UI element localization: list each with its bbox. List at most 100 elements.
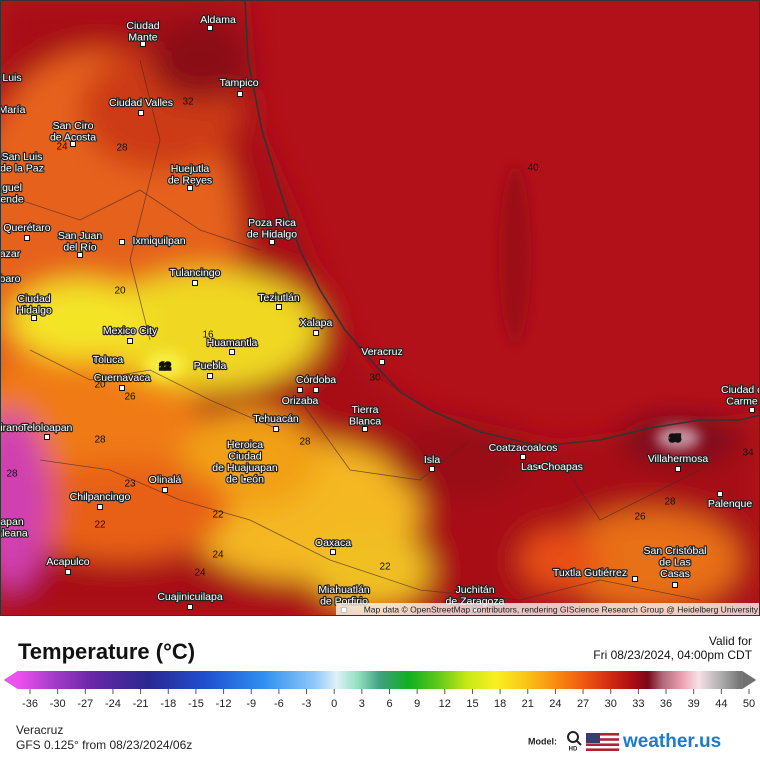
- city-label: Querétaro: [3, 222, 50, 234]
- city-label: de Reyes: [168, 174, 212, 186]
- city-label: Veracruz: [361, 346, 402, 358]
- isoline-label: 24: [56, 142, 68, 153]
- city-label: Ciudad Valles: [109, 97, 173, 109]
- city-label: de Huajuapan: [212, 462, 278, 474]
- city-marker: [237, 91, 243, 97]
- city-marker: [276, 304, 282, 310]
- city-label: Ixmiquilpan: [132, 235, 185, 247]
- colorbar-tick-label: 24: [549, 698, 561, 710]
- attribution: Map data © OpenStreetMap contributors, r…: [364, 604, 759, 614]
- city-marker: [187, 604, 193, 610]
- city-marker: [330, 549, 336, 555]
- city-label: Puebla: [194, 360, 227, 372]
- city-marker: [207, 25, 213, 31]
- isoline-label: 30: [369, 373, 381, 384]
- colorbar-tick-label: -15: [188, 698, 204, 710]
- city-marker: [70, 141, 76, 147]
- city-label: Ciudad: [17, 293, 50, 305]
- city-label: Blanca: [349, 415, 381, 427]
- city-marker: [749, 407, 755, 413]
- city-label: Tuxtla Gutiérrez: [553, 567, 627, 579]
- brand: weather.us: [622, 731, 721, 752]
- city-label: de Acosta: [50, 131, 96, 143]
- model-label: Model:: [528, 736, 557, 746]
- valid-label: Valid for: [709, 634, 752, 648]
- colorbar-tick-label: 9: [414, 698, 420, 710]
- colorbar-tick-label: 12: [439, 698, 451, 710]
- colorbar-tick-label: 0: [331, 698, 337, 710]
- colorbar-tick-label: -36: [22, 698, 38, 710]
- isoline-label: 22: [212, 510, 224, 521]
- coastline: [244, 0, 760, 447]
- city-label: Córdoba: [296, 374, 336, 386]
- isoline-label: 35: [669, 434, 681, 445]
- city-marker: [269, 239, 275, 245]
- isoline-label: 23: [124, 479, 136, 490]
- city-marker: [429, 466, 435, 472]
- city-marker: [65, 569, 71, 575]
- city-marker: [207, 373, 213, 379]
- isoline-label: 28: [6, 469, 18, 480]
- city-marker: [537, 464, 543, 470]
- isoline-label: 22: [94, 520, 106, 531]
- city-label: Aldama: [200, 14, 236, 26]
- city-label: de Las: [659, 556, 691, 568]
- city-label: Ciudad: [228, 450, 261, 462]
- city-label: de la Paz: [0, 162, 44, 174]
- city-marker: [138, 110, 144, 116]
- model-icon-handle: [576, 740, 582, 746]
- colorbar-tick-label: 36: [660, 698, 672, 710]
- city-marker: [162, 487, 168, 493]
- city-marker: [313, 387, 319, 393]
- colorbar-tick-label: -9: [246, 698, 256, 710]
- city-label: Orizaba: [282, 395, 319, 407]
- model-icon: [567, 731, 579, 743]
- city-label: Olinalá: [149, 474, 182, 486]
- isoline-label: 26: [124, 392, 136, 403]
- city-label: San Ciro: [53, 120, 94, 132]
- colorbar-tick-label: 21: [522, 698, 534, 710]
- city-marker: [672, 582, 678, 588]
- city-marker: [187, 185, 193, 191]
- city-label: Hidalgo: [16, 304, 52, 316]
- city-label: Teziutlán: [258, 292, 300, 304]
- city-label: Tierra: [351, 404, 378, 416]
- colorbar-tick-label: -27: [77, 698, 93, 710]
- valid-time: Fri 08/23/2024, 04:00pm CDT: [593, 648, 752, 662]
- city-label: Miahuatlán: [318, 584, 370, 596]
- city-label: Juchitán: [455, 584, 494, 596]
- isoline-label: 28: [94, 435, 106, 446]
- colorbar-tick-label: -24: [105, 698, 121, 710]
- city-label: irano: [0, 422, 24, 434]
- city-label: Chilpancingo: [70, 491, 131, 503]
- city-marker: [127, 338, 133, 344]
- city-label: Carme: [726, 395, 758, 407]
- flag: [586, 733, 619, 751]
- city-label: Tampico: [219, 77, 258, 89]
- city-marker: [313, 330, 319, 336]
- city-marker: [77, 252, 83, 258]
- isoline-label: 32: [182, 97, 194, 108]
- hotspots: [145, 165, 700, 450]
- map: CiudadManteAldamaTampicoLuisMaríaCiudad …: [0, 0, 760, 616]
- legend-title: Temperature (°C): [18, 639, 195, 664]
- colorbar-tick-label: 44: [715, 698, 727, 710]
- colorbar-tick-label: 27: [577, 698, 589, 710]
- city-label: María: [0, 104, 26, 116]
- city-marker: [297, 387, 303, 393]
- colorbar-tick-label: 50: [743, 698, 755, 710]
- city-label: Casas: [660, 568, 690, 580]
- city-label: Tehuacán: [253, 413, 299, 425]
- city-label: Huejutla: [171, 163, 210, 175]
- colorbar-tick-label: 30: [605, 698, 617, 710]
- location: Veracruz: [16, 723, 63, 737]
- colorbar-tick-label: 33: [632, 698, 644, 710]
- city-label: Poza Rica: [248, 217, 296, 229]
- city-marker: [675, 466, 681, 472]
- city-label: del Río: [63, 241, 96, 253]
- isoline-label: 24: [194, 568, 206, 579]
- city-label: Ciudad d: [721, 384, 760, 396]
- city-label: Heroica: [227, 439, 263, 451]
- city-marker: [119, 385, 125, 391]
- city-label: Tulancingo: [170, 267, 221, 279]
